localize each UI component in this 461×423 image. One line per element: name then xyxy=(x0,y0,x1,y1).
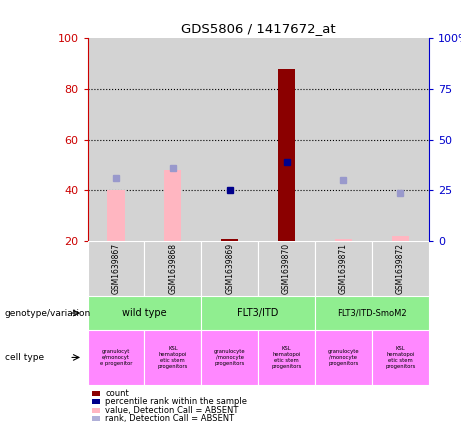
Text: GSM1639869: GSM1639869 xyxy=(225,243,234,294)
Text: GSM1639871: GSM1639871 xyxy=(339,243,348,294)
Text: KSL
hematopoi
etic stem
progenitors: KSL hematopoi etic stem progenitors xyxy=(272,346,302,368)
Bar xyxy=(88,38,144,241)
Bar xyxy=(144,241,201,296)
Bar xyxy=(107,190,124,241)
Bar xyxy=(315,241,372,296)
Bar xyxy=(201,241,258,296)
Text: FLT3/ITD-SmoM2: FLT3/ITD-SmoM2 xyxy=(337,308,407,318)
Text: GSM1639867: GSM1639867 xyxy=(112,243,120,294)
Text: GSM1639872: GSM1639872 xyxy=(396,243,405,294)
Bar xyxy=(201,296,315,330)
Bar xyxy=(315,296,429,330)
Text: granulocyte
/monocyte
progenitors: granulocyte /monocyte progenitors xyxy=(214,349,246,366)
Text: granulocyt
e/monocyt
e progenitor: granulocyt e/monocyt e progenitor xyxy=(100,349,132,366)
Bar xyxy=(144,38,201,241)
Bar xyxy=(315,38,372,241)
Bar xyxy=(372,330,429,385)
Bar xyxy=(221,239,238,241)
Text: genotype/variation: genotype/variation xyxy=(5,308,91,318)
Text: FLT3/ITD: FLT3/ITD xyxy=(237,308,279,318)
Bar xyxy=(258,38,315,241)
Bar xyxy=(372,241,429,296)
Bar xyxy=(88,241,144,296)
Bar xyxy=(88,330,144,385)
Bar xyxy=(201,330,258,385)
Bar xyxy=(372,38,429,241)
Text: KSL
hematopoi
etic stem
progenitors: KSL hematopoi etic stem progenitors xyxy=(158,346,188,368)
Text: granulocyte
/monocyte
progenitors: granulocyte /monocyte progenitors xyxy=(328,349,359,366)
Text: wild type: wild type xyxy=(122,308,167,318)
Bar xyxy=(335,239,352,241)
Title: GDS5806 / 1417672_at: GDS5806 / 1417672_at xyxy=(181,22,336,36)
Bar xyxy=(144,330,201,385)
Bar xyxy=(201,38,258,241)
Bar xyxy=(164,170,181,241)
Text: value, Detection Call = ABSENT: value, Detection Call = ABSENT xyxy=(105,406,238,415)
Text: cell type: cell type xyxy=(5,353,44,362)
Text: count: count xyxy=(105,389,129,398)
Bar xyxy=(258,241,315,296)
Bar xyxy=(221,239,238,241)
Text: rank, Detection Call = ABSENT: rank, Detection Call = ABSENT xyxy=(105,414,234,423)
Bar xyxy=(258,330,315,385)
Bar xyxy=(278,69,295,241)
Text: percentile rank within the sample: percentile rank within the sample xyxy=(105,397,247,407)
Text: KSL
hematopoi
etic stem
progenitors: KSL hematopoi etic stem progenitors xyxy=(385,346,415,368)
Text: GSM1639868: GSM1639868 xyxy=(168,243,177,294)
Bar xyxy=(88,296,201,330)
Bar xyxy=(392,236,409,241)
Text: GSM1639870: GSM1639870 xyxy=(282,243,291,294)
Bar xyxy=(315,330,372,385)
